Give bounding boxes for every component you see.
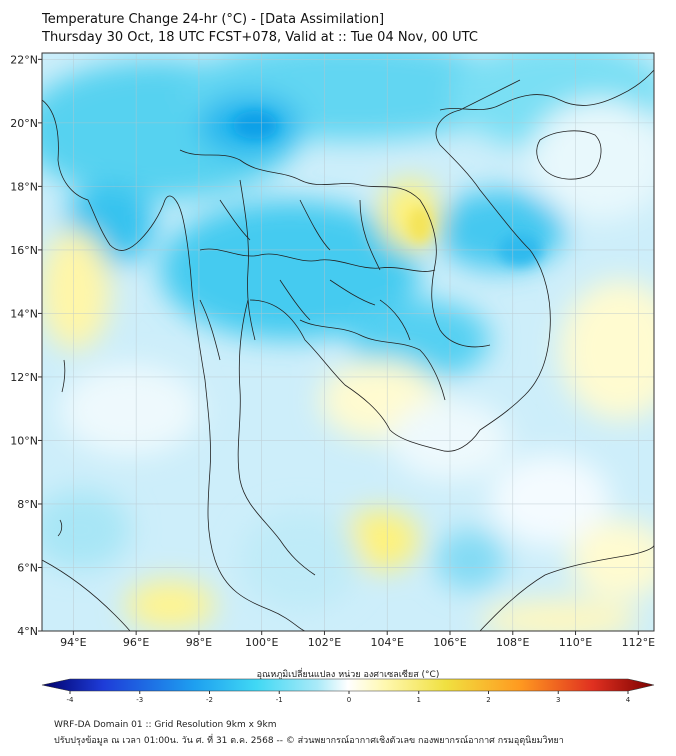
temperature-change-map: 94°E 96°E 98°E 100°E 102°E 104°E 106°E 108°E 110… — [10, 52, 655, 704]
colorbar-tick-label: -4 — [67, 696, 75, 704]
colorbar-tick-label: -2 — [206, 696, 213, 704]
colorbar-tick-label: -3 — [136, 696, 143, 704]
map-subtitle: Thursday 30 Oct, 18 UTC FCST+078, Valid … — [42, 30, 478, 45]
footer-model-info: WRF-DA Domain 01 :: Grid Resolution 9km … — [54, 720, 277, 730]
lat-tick-label: 6°N — [17, 561, 38, 574]
colorbar-tick-label: 1 — [417, 696, 421, 704]
footer-credit: ปรับปรุงข้อมูล ณ เวลา 01:00น. วัน ศ. ที่… — [54, 736, 564, 746]
lat-tick-label: 4°N — [17, 625, 38, 638]
lat-tick-label: 22°N — [10, 53, 38, 66]
colorbar-tick-label: 2 — [486, 696, 490, 704]
colorbar-tick-label: 4 — [626, 696, 631, 704]
lat-tick-label: 14°N — [10, 307, 38, 320]
lon-tick-label: 106°E — [433, 636, 466, 649]
colorbar-label: อุณหภูมิเปลี่ยนแปลง หน่วย องศาเซลเซียส (… — [257, 667, 440, 680]
lon-tick-label: 94°E — [60, 636, 86, 649]
coastlines-and-borders — [42, 69, 654, 631]
lat-tick-label: 16°N — [10, 244, 38, 257]
lon-tick-label: 108°E — [496, 636, 529, 649]
temperature-field — [42, 53, 654, 631]
lat-tick-label: 12°N — [10, 371, 38, 384]
colorbar-tick-label: 3 — [556, 696, 560, 704]
lon-tick-label: 102°E — [308, 636, 341, 649]
map-title: Temperature Change 24-hr (°C) - [Data As… — [42, 12, 385, 27]
lon-tick-label: 110°E — [559, 636, 592, 649]
lat-tick-label: 18°N — [10, 180, 38, 193]
colorbar: -4 -3 -2 -1 0 1 2 3 4 — [41, 678, 655, 704]
longitude-axis: 94°E 96°E 98°E 100°E 102°E 104°E 106°E 108°E 110… — [60, 631, 655, 649]
colorbar-tick-label: 0 — [347, 696, 351, 704]
colorbar-tick-label: -1 — [276, 696, 283, 704]
plot-frame — [41, 52, 655, 632]
latitude-axis: 22°N 20°N 18°N 16°N 14°N 12°N 10°N 8°N 6°N 4°N — [10, 53, 42, 638]
lat-tick-label: 20°N — [10, 117, 38, 130]
lon-tick-label: 98°E — [186, 636, 212, 649]
lat-tick-label: 10°N — [10, 434, 38, 447]
lon-tick-label: 96°E — [123, 636, 149, 649]
lon-tick-label: 100°E — [245, 636, 278, 649]
lon-tick-label: 104°E — [371, 636, 404, 649]
lon-tick-label: 112°E — [622, 636, 655, 649]
lat-tick-label: 8°N — [17, 498, 38, 511]
